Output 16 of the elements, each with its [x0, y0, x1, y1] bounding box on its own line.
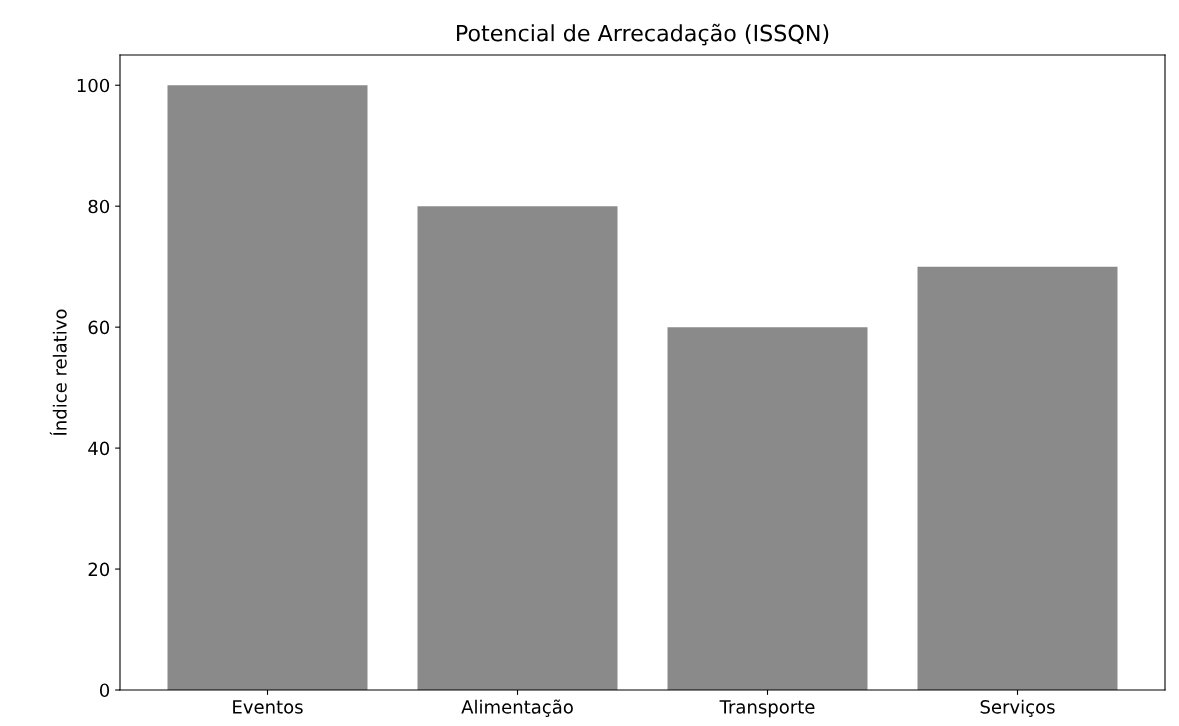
bar	[167, 85, 368, 690]
y-tick-label: 40	[88, 441, 110, 456]
x-tick-label: Alimentação	[461, 699, 573, 717]
bar	[667, 327, 868, 690]
y-tick-label: 80	[88, 199, 110, 214]
y-tick-label: 60	[88, 320, 110, 335]
y-axis-title: Índice relativo	[49, 309, 67, 436]
y-tick-label: 20	[88, 562, 110, 577]
x-tick-label: Serviços	[980, 699, 1055, 717]
x-tick-label: Eventos	[233, 700, 303, 714]
x-tick-label: Transporte	[719, 700, 815, 718]
bar	[917, 266, 1118, 690]
bar	[417, 206, 618, 690]
chart-title: Potencial de Arrecadação (ISSQN)	[457, 23, 829, 46]
y-tick-label: 100	[77, 78, 110, 93]
y-tick-label: 0	[99, 683, 110, 698]
